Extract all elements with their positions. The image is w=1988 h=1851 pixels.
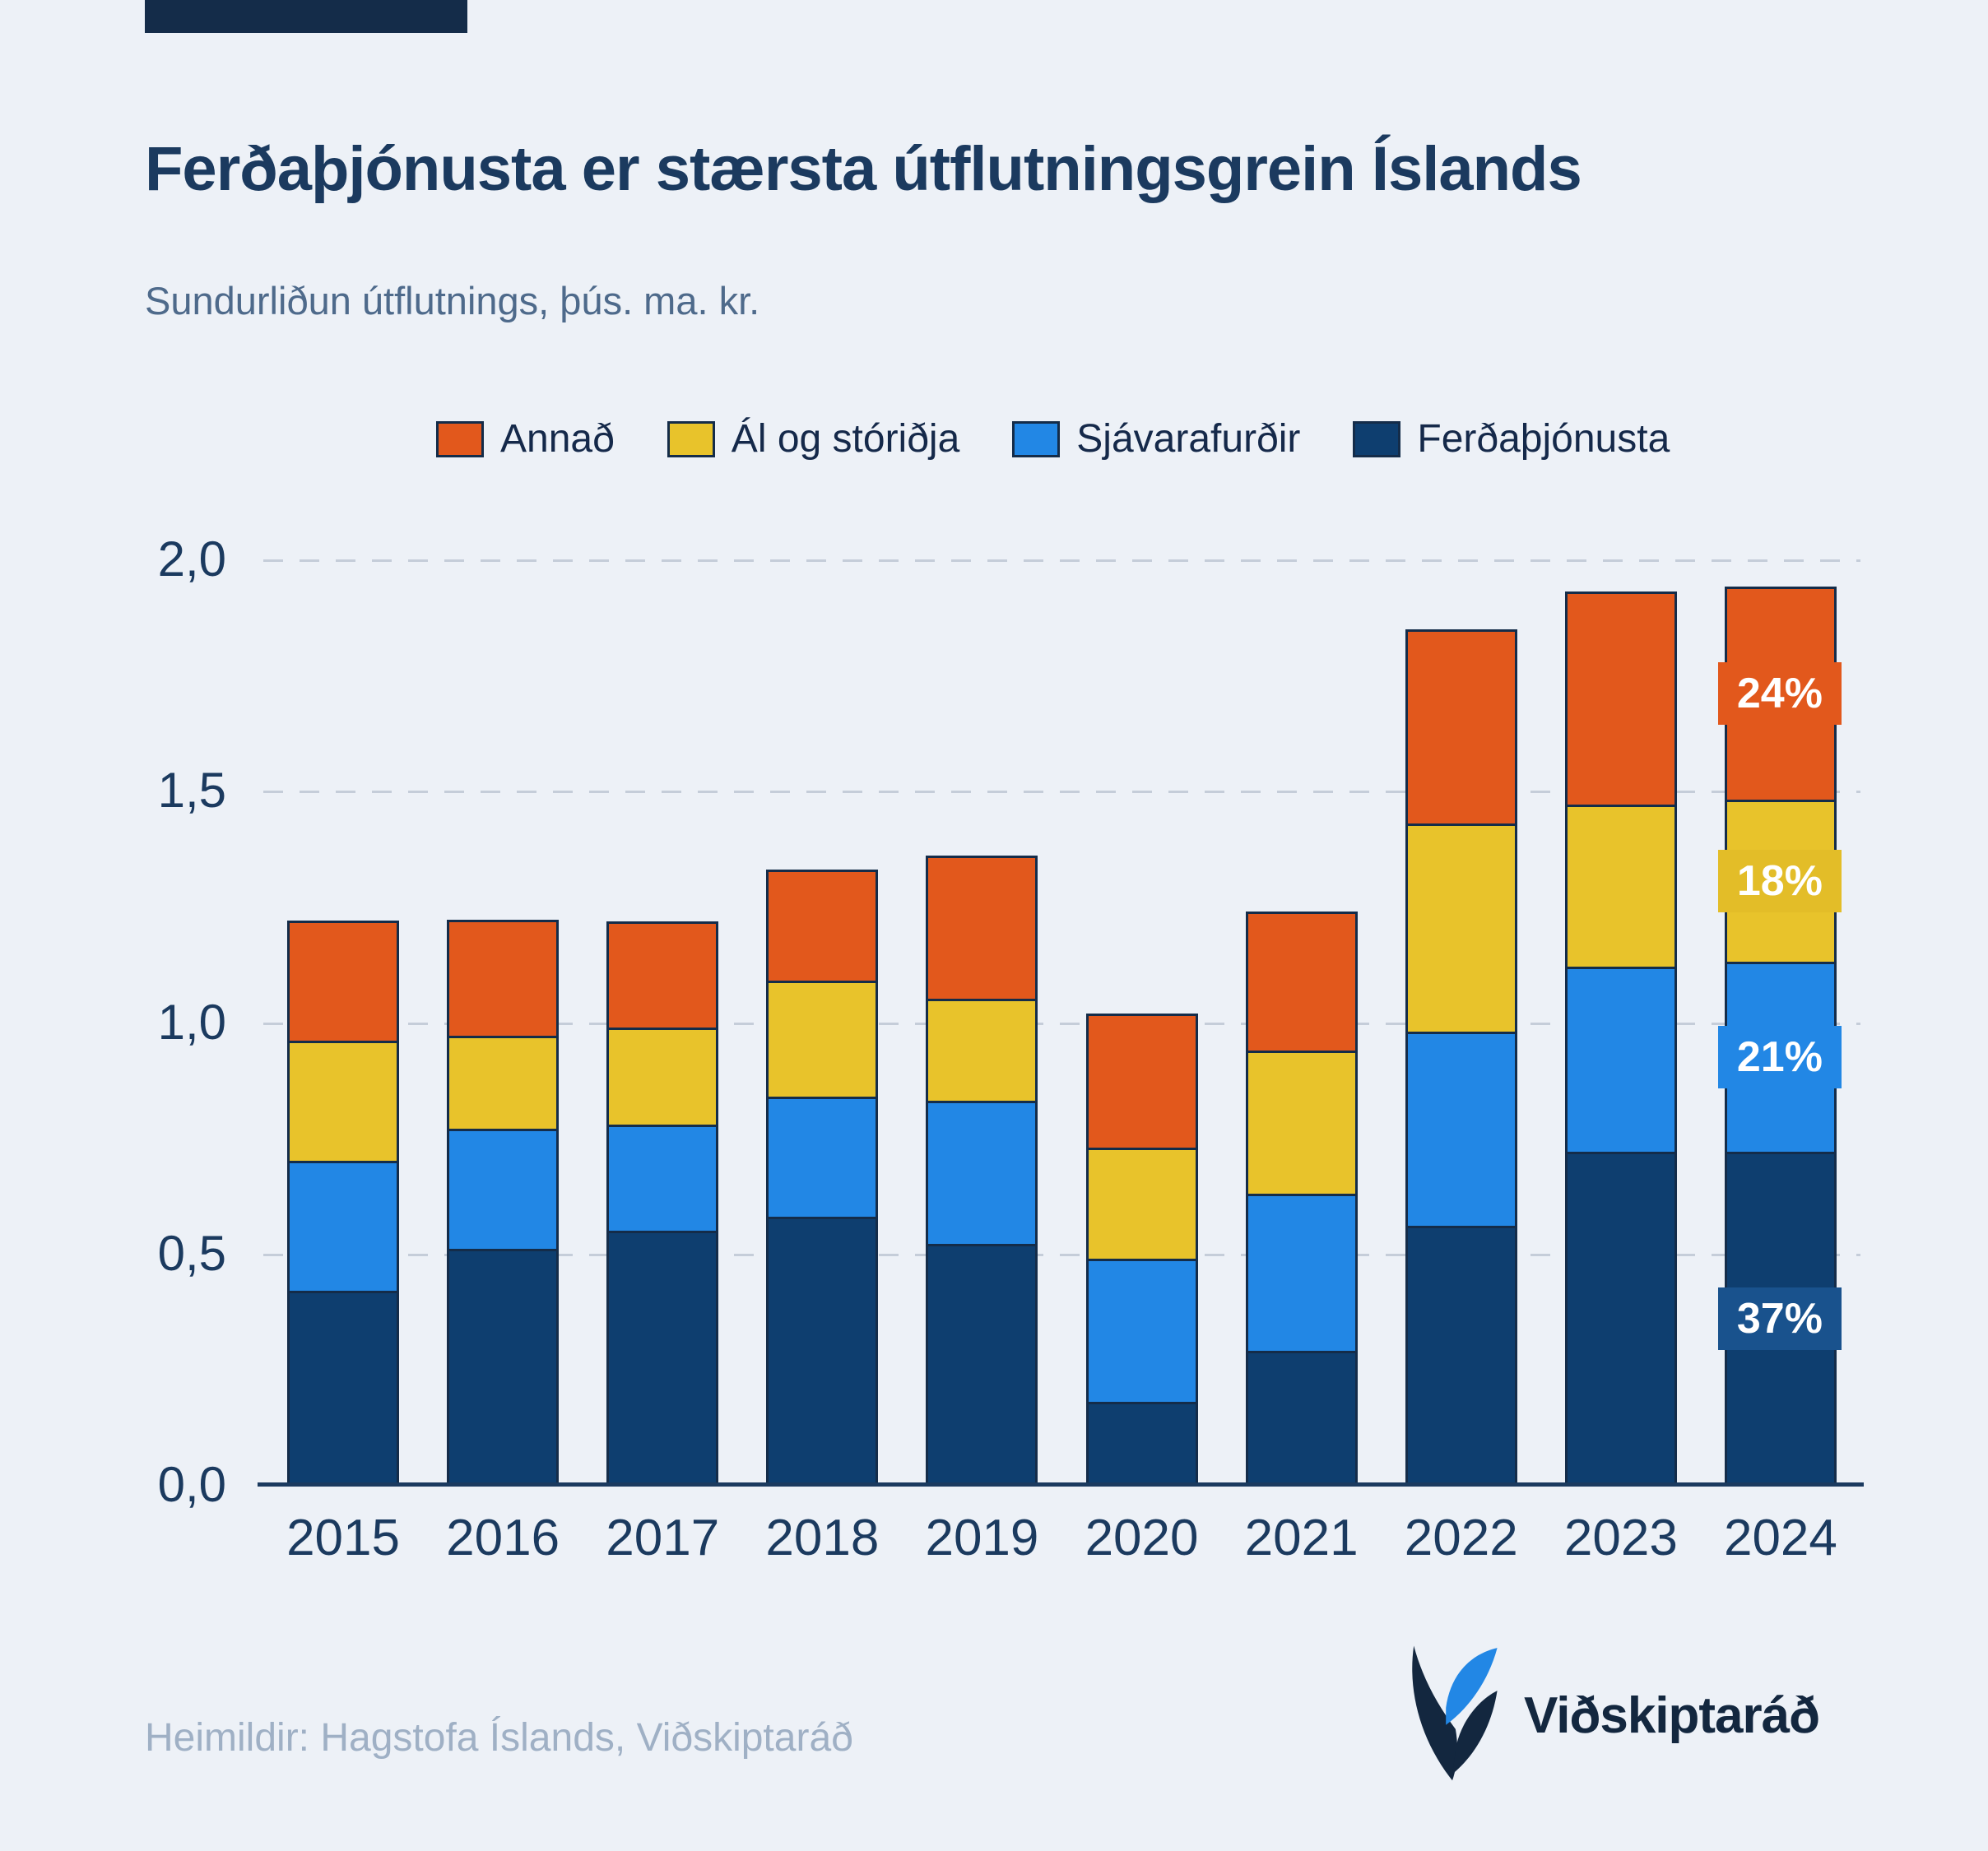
y-tick-label: 0,0	[157, 1457, 226, 1512]
bar-segment-tourism	[447, 1249, 560, 1485]
bar-segment-seafood	[1245, 1194, 1358, 1351]
bar-segment-seafood	[1564, 967, 1677, 1152]
bar-segment-aluminum	[766, 981, 879, 1097]
bar-segment-tourism	[1564, 1152, 1677, 1485]
x-tick-label: 2020	[1085, 1510, 1199, 1566]
legend-swatch-icon	[1353, 420, 1401, 457]
bar-segment-tourism	[287, 1291, 400, 1485]
chart-subtitle: Sundurliðun útflutnings, þús. ma. kr.	[145, 279, 760, 322]
legend: Annað Ál og stóriðja Sjávarafurðir Ferðaþjó…	[436, 416, 1670, 462]
bar-segment-tourism	[1245, 1351, 1358, 1485]
brand-name: Viðskiptaráð	[1524, 1686, 1820, 1744]
bar-2016	[447, 920, 560, 1485]
bar-segment-other	[1564, 591, 1677, 805]
bar-segment-aluminum	[606, 1028, 719, 1125]
legend-item: Annað	[436, 416, 615, 462]
bar-segment-other	[766, 870, 879, 981]
x-tick-label: 2018	[765, 1510, 880, 1566]
bar-segment-aluminum	[287, 1041, 400, 1161]
x-tick-label: 2021	[1244, 1510, 1359, 1566]
gridline	[263, 1253, 1860, 1256]
bar-segment-aluminum	[447, 1036, 560, 1129]
percent-label-tourism: 37%	[1717, 1287, 1842, 1350]
percent-label-seafood: 21%	[1717, 1025, 1842, 1088]
brand-accent-bar	[145, 0, 467, 33]
x-tick-label: 2017	[606, 1510, 720, 1566]
bar-segment-tourism	[766, 1217, 879, 1485]
x-tick-label: 2022	[1404, 1510, 1518, 1566]
x-axis-line	[258, 1482, 1864, 1487]
bar-segment-other	[1245, 912, 1358, 1051]
bar-2022	[1405, 629, 1517, 1485]
percent-label-other: 24%	[1717, 662, 1842, 726]
bar-2017	[606, 921, 719, 1485]
y-tick-label: 0,5	[157, 1225, 226, 1281]
bar-segment-other	[447, 920, 560, 1036]
bar-segment-seafood	[447, 1129, 560, 1249]
source-note: Heimildir: Hagstofa Íslands, Viðskiptará…	[145, 1716, 853, 1760]
bar-segment-other	[926, 856, 1038, 999]
bar-segment-tourism	[1085, 1402, 1198, 1485]
legend-swatch-icon	[1012, 420, 1061, 457]
plot-area: 24% 18% 21% 37%	[263, 559, 1860, 1485]
legend-label: Sjávarafurðir	[1076, 417, 1301, 461]
bar-segment-tourism	[926, 1244, 1038, 1485]
bar-2018	[766, 870, 879, 1485]
y-tick-label: 2,0	[157, 531, 226, 587]
legend-swatch-icon	[436, 420, 484, 457]
legend-item: Ál og stóriðja	[667, 416, 959, 462]
legend-label: Ál og stóriðja	[731, 417, 960, 461]
legend-item: Sjávarafurðir	[1012, 416, 1300, 462]
x-tick-label: 2024	[1723, 1510, 1837, 1566]
bar-segment-seafood	[606, 1125, 719, 1231]
vidskiptarad-logo-icon	[1412, 1645, 1498, 1781]
bar-segment-aluminum	[1564, 805, 1677, 967]
bar-segment-seafood	[1085, 1259, 1198, 1402]
y-tick-label: 1,0	[157, 994, 226, 1050]
gridline	[263, 559, 1860, 562]
legend-item: Ferðaþjónusta	[1353, 416, 1670, 462]
y-tick-label: 1,5	[157, 763, 226, 819]
bar-segment-seafood	[287, 1161, 400, 1291]
bar-segment-seafood	[1405, 1032, 1517, 1226]
bar-segment-other	[606, 921, 719, 1028]
bar-2019	[926, 856, 1038, 1485]
bar-segment-tourism	[606, 1231, 719, 1485]
chart-title: Ferðaþjónusta er stærsta útflutningsgrei…	[145, 134, 1582, 204]
gridline	[263, 1022, 1860, 1025]
percent-label-aluminum: 18%	[1717, 849, 1842, 912]
legend-swatch-icon	[667, 420, 715, 457]
legend-label: Ferðaþjónusta	[1417, 417, 1670, 461]
bar-2023	[1564, 591, 1677, 1485]
bar-segment-seafood	[926, 1101, 1038, 1244]
x-tick-label: 2019	[925, 1510, 1039, 1566]
x-tick-label: 2016	[446, 1510, 560, 1566]
bar-segment-seafood	[766, 1097, 879, 1217]
bar-2020	[1085, 1014, 1198, 1485]
x-tick-label: 2015	[286, 1510, 401, 1566]
legend-label: Annað	[500, 417, 615, 461]
bar-segment-tourism	[1405, 1226, 1517, 1485]
bar-segment-aluminum	[1405, 823, 1517, 1032]
bar-segment-aluminum	[926, 999, 1038, 1101]
bar-segment-other	[1405, 629, 1517, 823]
bar-segment-other	[287, 921, 400, 1041]
bar-2021	[1245, 912, 1358, 1485]
x-tick-label: 2023	[1563, 1510, 1678, 1566]
brand-logo: Viðskiptaráð	[1399, 1645, 1820, 1785]
bar-segment-aluminum	[1245, 1051, 1358, 1194]
bar-2015	[287, 921, 400, 1485]
bar-segment-aluminum	[1085, 1148, 1198, 1259]
bar-segment-other	[1085, 1014, 1198, 1148]
gridline	[263, 791, 1860, 794]
